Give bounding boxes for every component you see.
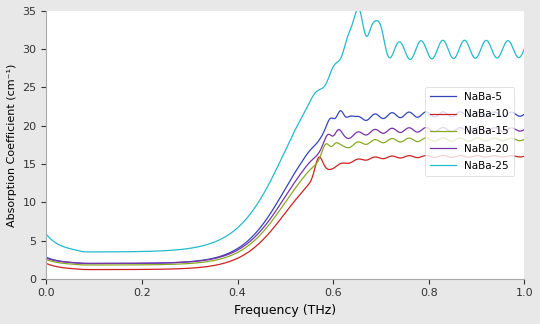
NaBa-20 — [126, 261, 133, 265]
NaBa-5 — [338, 109, 344, 113]
Legend: NaBa-5, NaBa-10, NaBa-15, NaBa-20, NaBa-25: NaBa-5, NaBa-10, NaBa-15, NaBa-20, NaBa-… — [425, 87, 514, 176]
NaBa-10 — [89, 268, 95, 272]
NaBa-15 — [440, 136, 447, 140]
NaBa-5 — [227, 251, 233, 255]
NaBa-5 — [44, 256, 50, 260]
NaBa-5 — [126, 261, 133, 265]
NaBa-10 — [227, 260, 233, 263]
NaBa-10 — [98, 268, 105, 272]
NaBa-25 — [247, 211, 254, 215]
NaBa-20 — [461, 127, 467, 131]
NaBa-15 — [521, 138, 528, 142]
NaBa-20 — [247, 239, 254, 243]
NaBa-25 — [355, 6, 361, 10]
NaBa-20 — [512, 127, 518, 131]
NaBa-15 — [512, 137, 518, 141]
NaBa-5 — [88, 261, 94, 265]
NaBa-25 — [461, 39, 467, 42]
NaBa-10 — [247, 249, 254, 252]
NaBa-20 — [44, 256, 50, 260]
NaBa-15 — [247, 242, 254, 246]
NaBa-15 — [89, 263, 95, 267]
NaBa-20 — [227, 252, 233, 256]
NaBa-10 — [440, 154, 447, 157]
NaBa-20 — [521, 128, 528, 132]
NaBa-5 — [512, 112, 518, 116]
NaBa-20 — [98, 261, 105, 265]
X-axis label: Frequency (THz): Frequency (THz) — [234, 304, 336, 317]
NaBa-10 — [512, 154, 518, 158]
NaBa-10 — [461, 154, 467, 158]
Y-axis label: Absorption Coefficient (cm⁻¹): Absorption Coefficient (cm⁻¹) — [7, 63, 17, 226]
Line: NaBa-10: NaBa-10 — [47, 156, 524, 270]
NaBa-25 — [512, 52, 518, 55]
NaBa-25 — [89, 250, 95, 254]
NaBa-25 — [98, 250, 105, 254]
NaBa-15 — [44, 258, 50, 262]
Line: NaBa-15: NaBa-15 — [47, 138, 524, 265]
NaBa-5 — [247, 236, 254, 240]
NaBa-10 — [521, 155, 528, 158]
NaBa-15 — [227, 254, 233, 258]
NaBa-15 — [98, 263, 105, 267]
NaBa-20 — [88, 261, 94, 265]
NaBa-10 — [44, 262, 50, 266]
NaBa-25 — [521, 47, 528, 51]
NaBa-25 — [227, 232, 233, 236]
NaBa-5 — [461, 112, 467, 116]
NaBa-20 — [440, 126, 447, 130]
NaBa-15 — [461, 137, 467, 141]
NaBa-15 — [126, 263, 133, 267]
Line: NaBa-25: NaBa-25 — [47, 8, 524, 252]
NaBa-10 — [126, 268, 133, 272]
NaBa-25 — [126, 250, 133, 254]
Line: NaBa-5: NaBa-5 — [47, 111, 524, 263]
NaBa-25 — [44, 233, 50, 237]
NaBa-5 — [98, 261, 105, 265]
Line: NaBa-20: NaBa-20 — [47, 128, 524, 263]
NaBa-5 — [521, 112, 528, 116]
